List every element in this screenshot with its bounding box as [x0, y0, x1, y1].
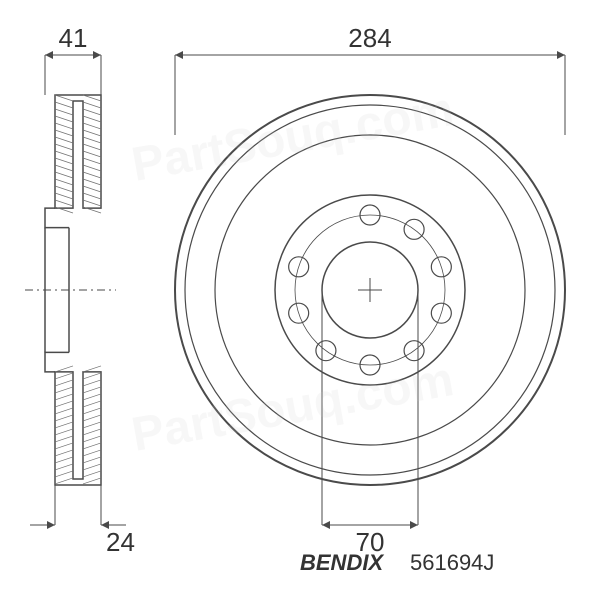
svg-text:24: 24: [106, 527, 135, 557]
part-number: 561694J: [410, 550, 494, 576]
technical-drawing: 284704124: [0, 0, 600, 600]
brand-label: BENDIX: [300, 550, 383, 576]
svg-text:284: 284: [348, 23, 391, 53]
svg-text:41: 41: [59, 23, 88, 53]
